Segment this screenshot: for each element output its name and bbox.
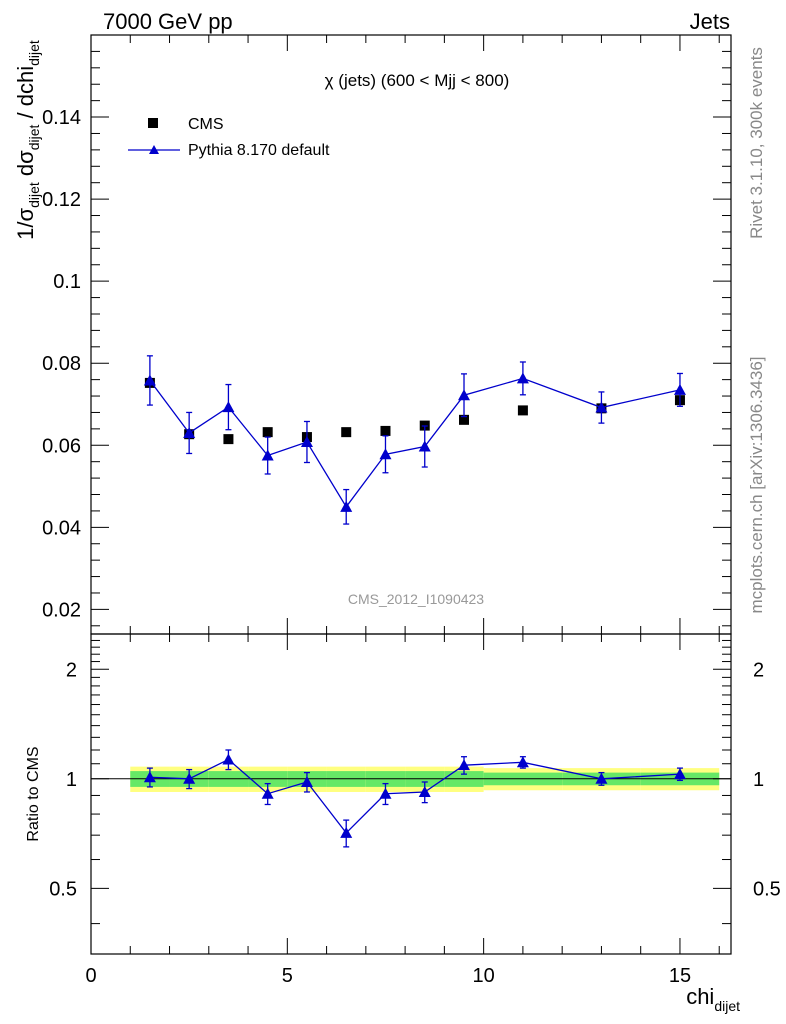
main-y-tick-label: 0.04	[42, 517, 81, 539]
energy-label: 7000 GeV pp	[103, 9, 233, 34]
main-data-series	[143, 355, 686, 525]
cms-data-point	[341, 427, 352, 438]
pythia-main-point	[379, 448, 392, 460]
pythia-main-point	[261, 449, 274, 461]
ratio-uncertainty-bands	[130, 766, 720, 792]
main-plot-frame	[90, 34, 732, 635]
main-plot-panel: 0.02 0.04 0.06 0.08 0.1 0.12 0.14 χ (jets) (60…	[13, 34, 732, 635]
pythia-main-point	[183, 426, 196, 438]
ratio-plot-panel: 0 5 10 15 0.5 0.5 1 1 2 2 Ratio to CMS chidijet	[25, 633, 781, 1014]
ratio-y-tick-label-left: 2	[66, 659, 77, 681]
ratio-data-series	[143, 749, 686, 848]
main-axis-ticks	[90, 35, 731, 634]
pythia-main-point	[222, 401, 235, 413]
mcplots-label: mcplots.cern.ch [arXiv:1306.3436]	[747, 356, 766, 613]
pythia-ratio-point	[340, 826, 353, 838]
pythia-ratio-point	[143, 771, 156, 783]
plot-title: χ (jets) (600 < Mjj < 800)	[325, 71, 510, 90]
pythia-ratio-point	[595, 772, 608, 784]
main-y-tick-label: 0.08	[42, 353, 81, 375]
category-label: Jets	[690, 9, 730, 34]
ratio-y-tick-label-right: 1	[753, 769, 764, 791]
pythia-ratio-line	[149, 758, 680, 834]
x-axis-title: chidijet	[686, 984, 740, 1014]
ratio-y-tick-label-left: 1	[66, 769, 77, 791]
legend-cms-label: CMS	[188, 116, 224, 133]
pythia-ratio-point	[379, 787, 392, 799]
pythia-ratio-point	[418, 785, 431, 797]
main-y-tick-label: 0.1	[53, 271, 81, 293]
legend-pythia-label: Pythia 8.170 default	[188, 142, 330, 159]
cms-data-point	[262, 427, 273, 438]
pythia-main-line	[149, 377, 681, 508]
pythia-ratio-point	[300, 775, 313, 787]
ratio-y-tick-label-right: 2	[753, 659, 764, 681]
analysis-watermark: CMS_2012_I1090423	[348, 591, 484, 607]
main-y-tick-label: 0.06	[42, 435, 81, 457]
main-y-axis-title: 1/σdijet dσdijet / dchidijet	[13, 40, 42, 240]
legend: CMS Pythia 8.170 default	[128, 116, 330, 159]
main-y-tick-label: 0.02	[42, 599, 81, 621]
pythia-ratio-point	[516, 756, 529, 768]
main-tick-labels: 0.02 0.04 0.06 0.08 0.1 0.12 0.14	[42, 107, 81, 621]
x-tick-label: 5	[282, 965, 293, 987]
cms-data-point	[517, 405, 528, 416]
pythia-ratio-point	[673, 768, 686, 780]
pythia-main-point	[516, 372, 529, 384]
legend-cms-marker	[148, 118, 158, 128]
x-tick-label: 0	[85, 965, 96, 987]
ratio-y-tick-label-left: 0.5	[49, 878, 77, 900]
x-tick-label: 10	[473, 965, 495, 987]
cms-data-point	[459, 414, 470, 425]
pythia-ratio-point	[183, 772, 196, 784]
ratio-plot-frame	[90, 633, 732, 955]
pythia-main-point	[300, 435, 313, 447]
cms-data-point	[223, 434, 234, 445]
main-y-tick-label: 0.14	[42, 107, 81, 129]
x-tick-label: 15	[669, 965, 691, 987]
ratio-tick-labels: 0 5 10 15 0.5 0.5 1 1 2 2	[49, 659, 781, 987]
pythia-ratio-point	[222, 753, 235, 765]
ratio-y-axis-title: Ratio to CMS	[25, 746, 42, 841]
legend-pythia-marker	[149, 145, 159, 154]
ratio-y-tick-label-right: 0.5	[753, 878, 781, 900]
rivet-version-label: Rivet 3.1.10, 300k events	[747, 47, 766, 239]
pythia-main-point	[143, 374, 156, 386]
pythia-ratio-point	[261, 787, 274, 799]
pythia-main-point	[458, 389, 471, 401]
pythia-ratio-point	[458, 759, 471, 771]
pythia-main-point	[595, 401, 608, 413]
ratio-axis-ticks	[90, 634, 731, 954]
pythia-main-point	[340, 500, 353, 512]
cms-data-point	[380, 425, 391, 436]
pythia-main-point	[673, 383, 686, 395]
pythia-main-point	[418, 440, 431, 452]
main-y-tick-label: 0.12	[42, 189, 81, 211]
